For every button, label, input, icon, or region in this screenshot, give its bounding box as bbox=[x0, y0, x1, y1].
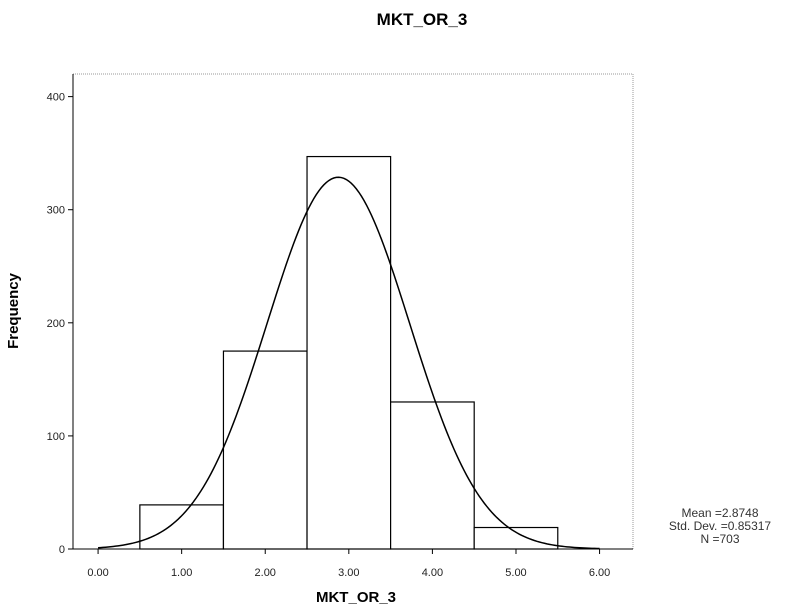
histogram-bar-5 bbox=[473, 526, 559, 550]
y-tick-label: 0 bbox=[59, 544, 65, 556]
x-tick-label: 3.00 bbox=[338, 567, 359, 579]
stats-mean: Mean =2.8748 bbox=[681, 506, 758, 520]
y-tick-label: 400 bbox=[47, 92, 65, 104]
y-axis-ticks: 0 100 200 300 400 bbox=[47, 92, 73, 556]
histogram-bars bbox=[139, 155, 559, 550]
x-tick-label: 2.00 bbox=[255, 567, 276, 579]
y-tick-label: 100 bbox=[47, 431, 65, 443]
x-tick-label: 5.00 bbox=[505, 567, 526, 579]
histogram-bar-3 bbox=[306, 155, 392, 550]
y-axis-title: Frequency bbox=[5, 272, 22, 349]
x-tick-label: 0.00 bbox=[87, 567, 108, 579]
x-axis-title: MKT_OR_3 bbox=[316, 589, 396, 606]
x-tick-label: 6.00 bbox=[589, 567, 610, 579]
histogram-bar-1 bbox=[139, 504, 225, 550]
y-tick-label: 200 bbox=[47, 318, 65, 330]
normal-curve bbox=[98, 176, 600, 550]
x-tick-label: 4.00 bbox=[422, 567, 443, 579]
histogram-bar-4 bbox=[390, 401, 475, 550]
x-tick-label: 1.00 bbox=[171, 567, 192, 579]
x-axis-ticks: 0.00 1.00 2.00 3.00 4.00 5.00 6.00 bbox=[87, 549, 610, 579]
chart-title: MKT_OR_3 bbox=[377, 10, 468, 29]
stats-std-dev: Std. Dev. =0.85317 bbox=[669, 519, 772, 533]
stats-n: N =703 bbox=[700, 532, 739, 546]
y-tick-label: 300 bbox=[47, 205, 65, 217]
histogram-bar-2 bbox=[222, 350, 308, 550]
